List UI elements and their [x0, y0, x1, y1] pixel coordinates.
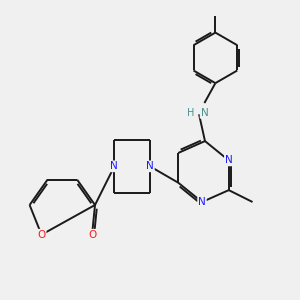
Text: O: O	[88, 230, 96, 240]
Text: N: N	[146, 161, 154, 171]
Text: N: N	[110, 161, 118, 171]
Text: N: N	[225, 155, 232, 165]
Text: O: O	[38, 230, 46, 240]
Text: N: N	[200, 108, 208, 118]
Text: N: N	[198, 197, 206, 207]
Text: H: H	[187, 108, 194, 118]
